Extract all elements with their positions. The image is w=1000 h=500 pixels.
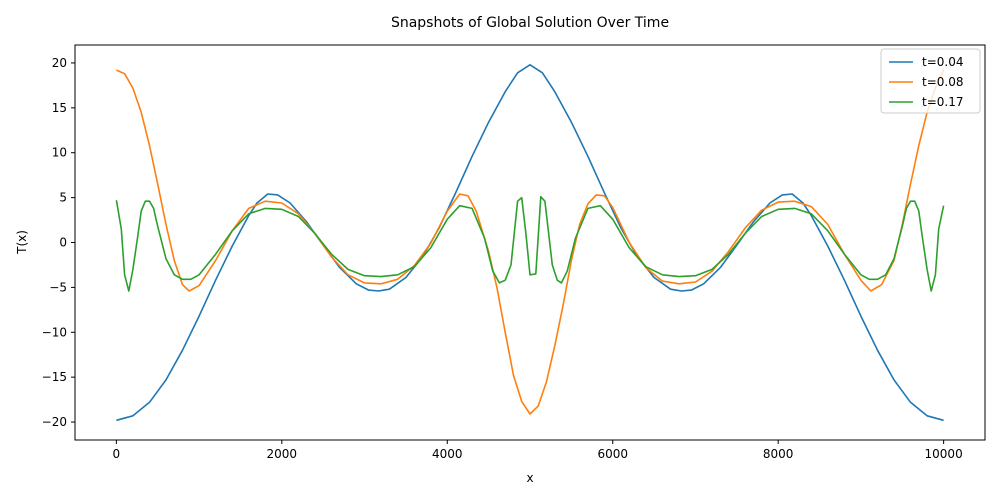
chart-title: Snapshots of Global Solution Over Time — [391, 15, 669, 31]
plot-area — [115, 64, 945, 422]
x-tick-label: 6000 — [597, 447, 628, 461]
x-axis: 0 2000 4000 6000 8000 10000 — [113, 440, 963, 461]
y-tick-label: −10 — [42, 325, 67, 339]
y-tick-label: 5 — [59, 191, 67, 205]
legend: t=0.04 t=0.08 t=0.17 — [880, 48, 981, 114]
x-tick-label: 4000 — [432, 447, 463, 461]
legend-label-2: t=0.08 — [922, 75, 963, 89]
y-axis-label: T(x) — [15, 230, 29, 255]
y-tick-label: −5 — [49, 280, 67, 294]
series-line-3 — [115, 195, 945, 292]
x-tick-label: 0 — [113, 447, 121, 461]
x-axis-label: x — [526, 471, 533, 485]
y-tick-label: 20 — [52, 56, 67, 70]
series-line-2 — [116, 69, 945, 415]
x-tick-label: 8000 — [763, 447, 794, 461]
x-tick-label: 10000 — [925, 447, 963, 461]
legend-label-1: t=0.04 — [922, 55, 963, 69]
y-tick-label: 15 — [52, 101, 67, 115]
x-tick-label: 2000 — [267, 447, 298, 461]
y-tick-label: 10 — [52, 146, 67, 160]
y-tick-label: −15 — [42, 370, 67, 384]
series-line-1 — [116, 64, 944, 422]
y-tick-label: 0 — [59, 236, 67, 250]
y-axis: −20 −15 −10 −5 0 5 10 15 20 — [42, 56, 75, 429]
plot-frame — [74, 44, 986, 441]
y-tick-label: −20 — [42, 415, 67, 429]
legend-label-3: t=0.17 — [922, 95, 963, 109]
legend-box — [880, 48, 981, 114]
